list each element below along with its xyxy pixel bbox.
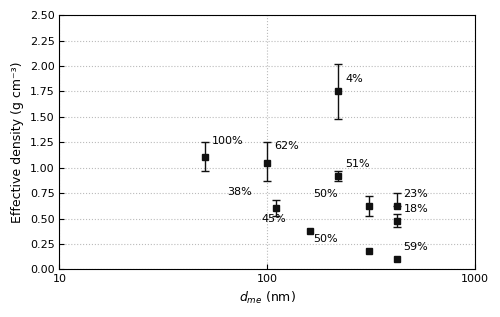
Text: 18%: 18% <box>404 204 428 214</box>
Text: 45%: 45% <box>261 214 285 224</box>
Y-axis label: Effective density (g cm⁻³): Effective density (g cm⁻³) <box>11 61 24 223</box>
X-axis label: $d_{me}$ (nm): $d_{me}$ (nm) <box>238 290 296 306</box>
Text: 50%: 50% <box>314 189 338 199</box>
Text: 38%: 38% <box>227 187 252 197</box>
Text: 51%: 51% <box>345 159 370 169</box>
Text: 23%: 23% <box>404 189 428 199</box>
Text: 62%: 62% <box>274 141 299 152</box>
Text: 59%: 59% <box>404 242 428 252</box>
Text: 50%: 50% <box>314 234 338 244</box>
Text: 4%: 4% <box>345 74 363 84</box>
Text: 100%: 100% <box>212 136 243 146</box>
